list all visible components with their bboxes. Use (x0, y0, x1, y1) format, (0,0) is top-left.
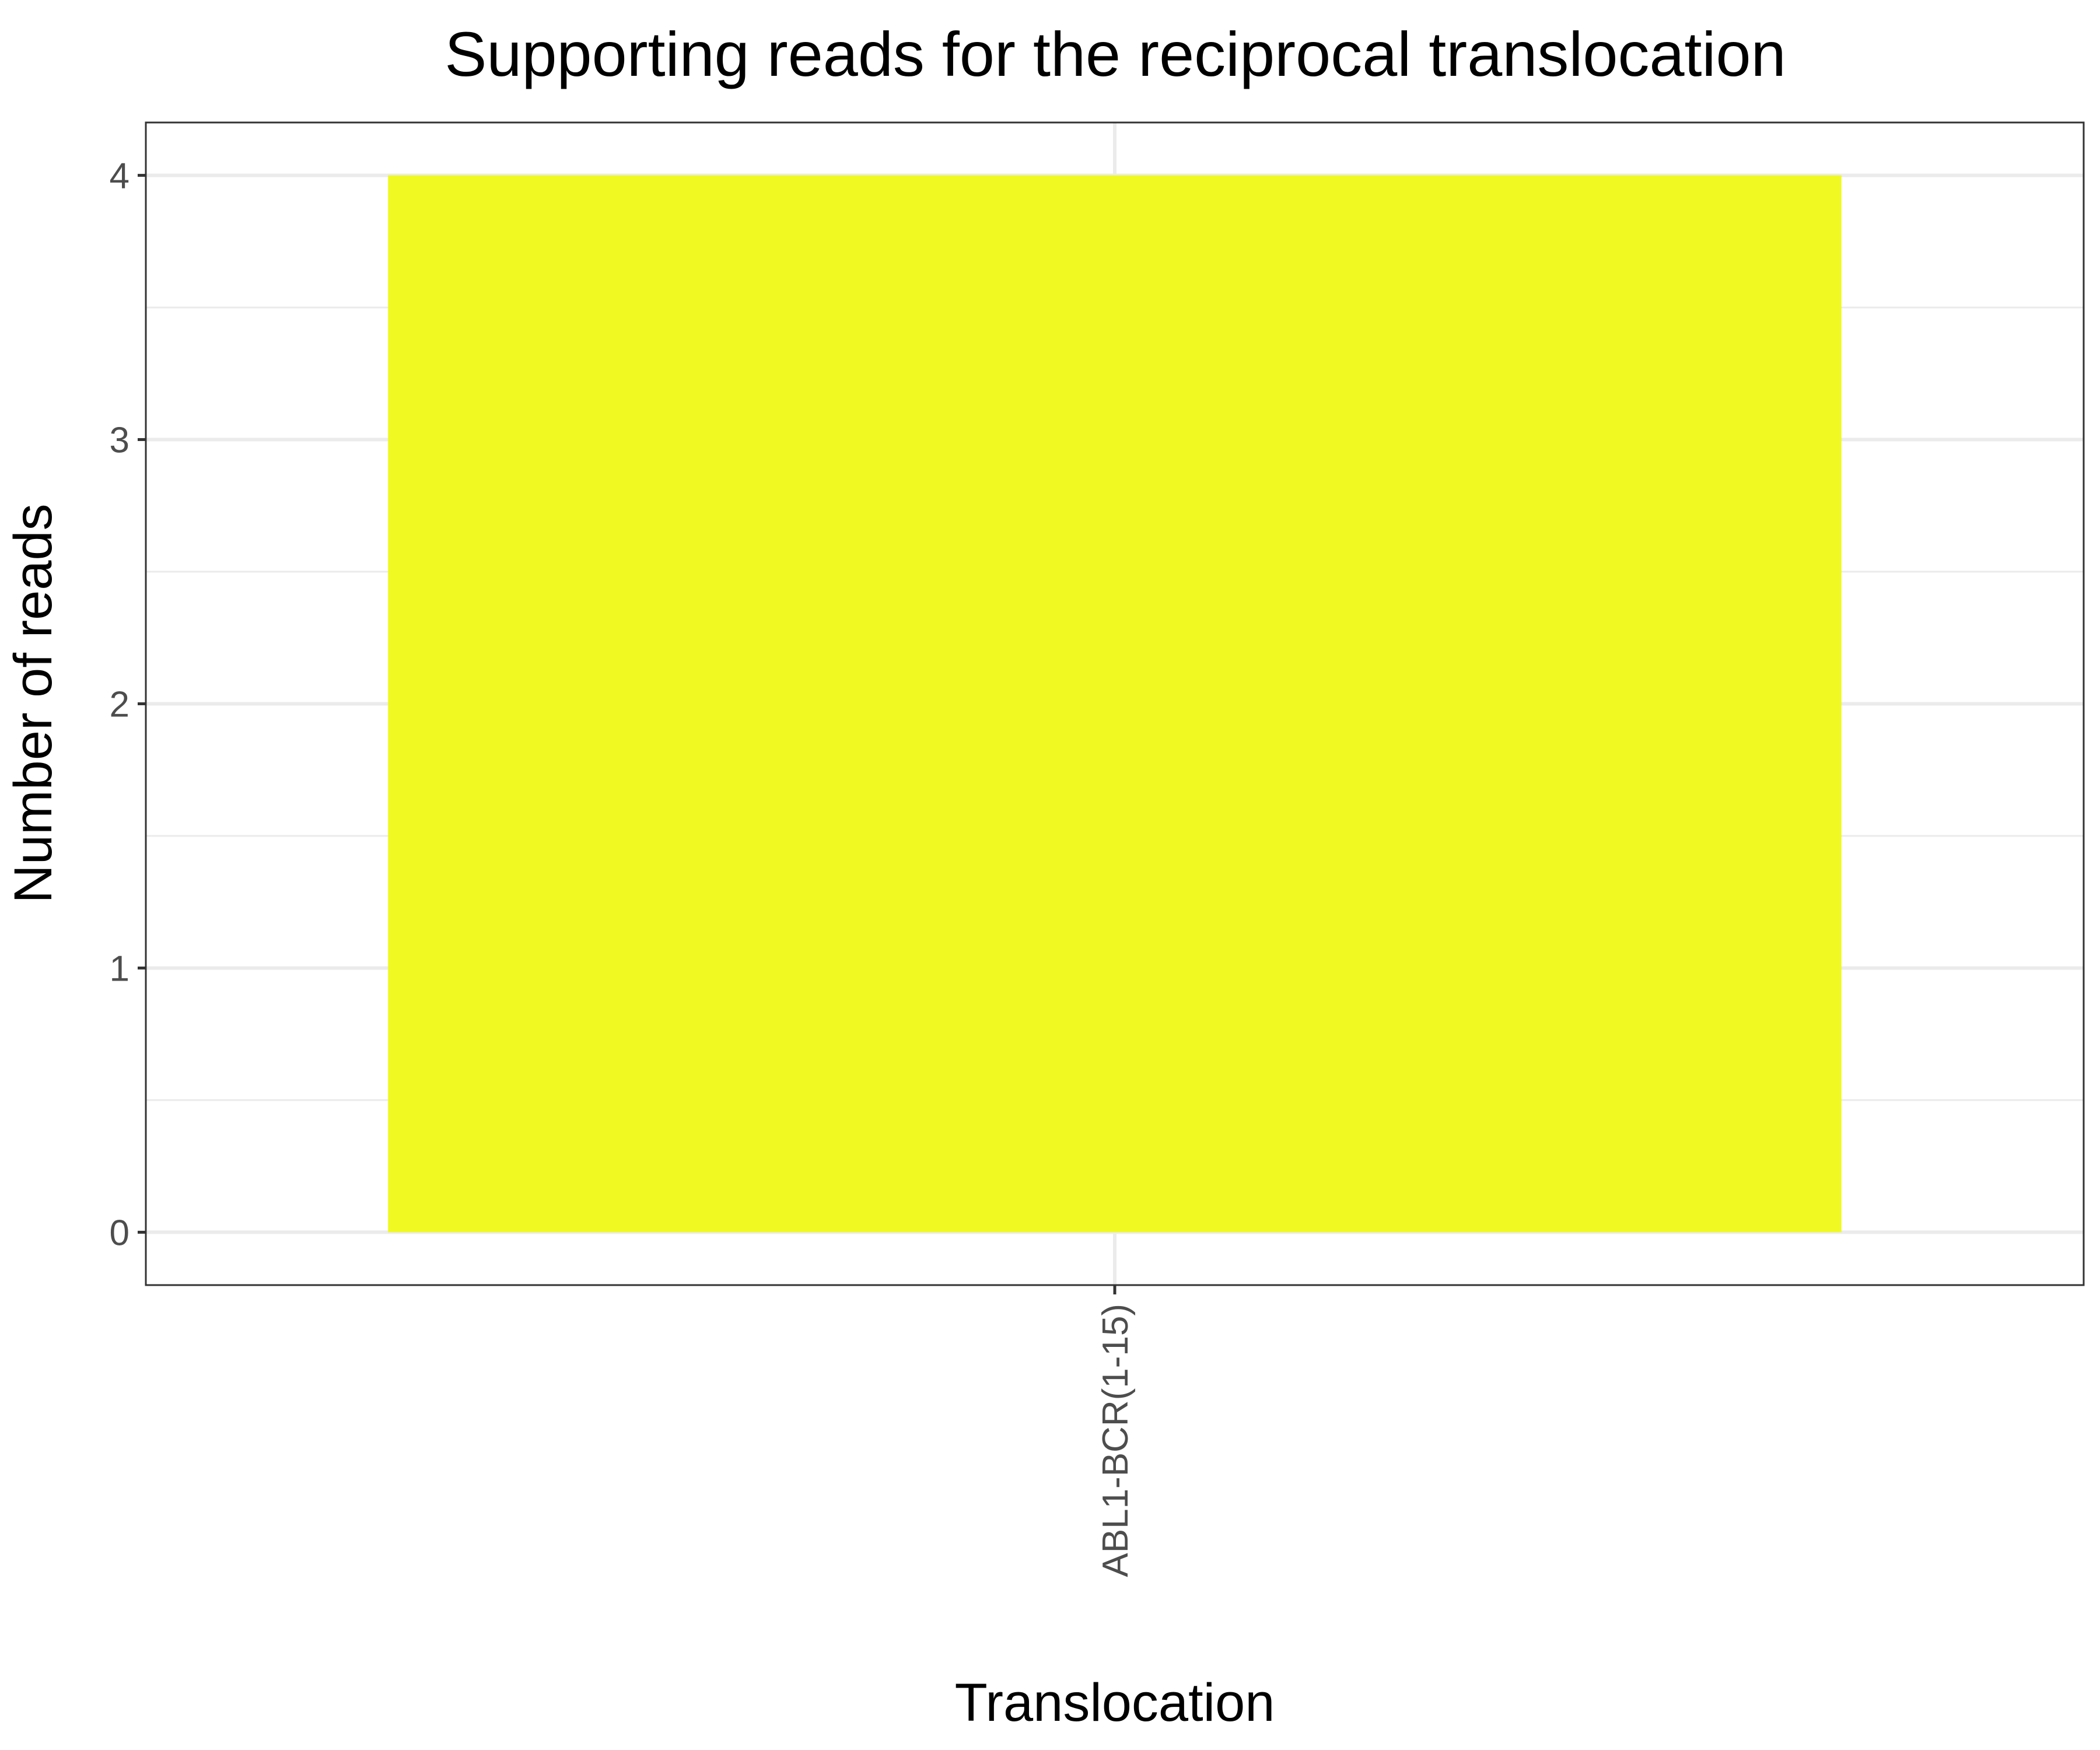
y-tick-label: 3 (110, 421, 130, 461)
y-axis: 0 1 2 3 4 (110, 156, 146, 1253)
x-axis-title: Translocation (955, 1673, 1275, 1732)
y-tick-label: 4 (110, 156, 130, 197)
y-tick-label: 2 (110, 685, 130, 725)
y-axis-title: Number of reads (4, 503, 63, 903)
chart-title: Supporting reads for the reciprocal tran… (444, 19, 1786, 89)
x-tick-label: ABL1-BCR(1-15) (1096, 1304, 1136, 1577)
y-tick-label: 0 (110, 1213, 130, 1253)
y-tick-label: 1 (110, 949, 130, 989)
plot-panel (145, 121, 2085, 1286)
x-axis: ABL1-BCR(1-15) (1096, 1285, 1136, 1577)
bar (388, 175, 1842, 1233)
bars (388, 175, 1842, 1233)
